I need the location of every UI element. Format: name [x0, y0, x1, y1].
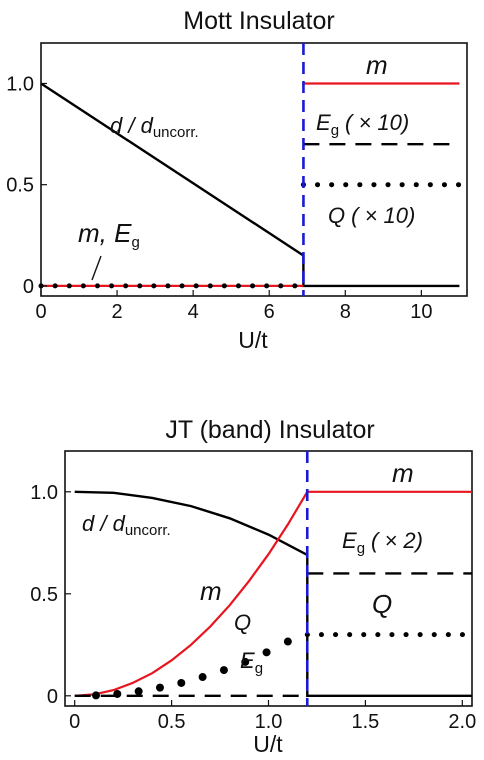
plot-frame: [40, 42, 468, 297]
x-tick-label: 2: [112, 301, 123, 323]
eg-low-label: Eg: [240, 648, 263, 677]
series-layer: [74, 451, 475, 706]
y-tick-label: 0.5: [6, 175, 34, 197]
q-curve-label: Q: [234, 610, 251, 635]
x-tick-label: 1.5: [351, 711, 379, 733]
y-tick-label: 0.5: [30, 584, 58, 606]
chart-title: JT (band) Insulator: [165, 416, 374, 444]
q-marker: [262, 648, 271, 657]
y-tick-label: 1.0: [30, 482, 58, 504]
x-tick-label: 10: [410, 301, 432, 323]
d-ratio-label: d / duncorr.: [110, 113, 199, 141]
q-marker: [155, 683, 164, 692]
x-axis-label: U/t: [253, 731, 283, 757]
q-marker: [92, 691, 101, 700]
x-tick-label: 6: [264, 301, 275, 323]
d-ratio-label: d / duncorr.: [82, 511, 171, 539]
q-marker: [241, 657, 250, 666]
q-marker: [177, 678, 186, 687]
m-label: m: [366, 50, 388, 80]
x-tick-label: 0: [35, 301, 46, 323]
series-layer: [38, 43, 462, 296]
y-tick-label: 0: [23, 276, 34, 298]
q-marker: [219, 666, 228, 675]
q-marker: [134, 687, 143, 696]
x-tick-label: 8: [340, 301, 351, 323]
x-tick-label: 0.5: [158, 711, 186, 733]
q-label: Q( × 10): [328, 203, 415, 228]
x-tick-label: 2.0: [448, 711, 476, 733]
q-marker: [198, 673, 207, 682]
q-label: Q: [372, 589, 392, 619]
m-eg-pointer: [91, 255, 102, 281]
q-marker: [283, 637, 292, 646]
chart-title: Mott Insulator: [183, 7, 334, 35]
axis-ticks: 0 0.5 1.0 1.5 2.0 0 0.5 1.0: [30, 482, 476, 733]
x-tick-label: 1.0: [255, 711, 283, 733]
eg-label: Eg( × 10): [316, 110, 409, 139]
jt-panel: JT (band) Insulator 0 0.5 1.0 1.5 2.0 0 0.5 1.0…: [30, 416, 476, 757]
y-tick-label: 0: [47, 686, 58, 708]
x-tick-label: 0: [69, 711, 80, 733]
series-d: [40, 82, 460, 288]
y-tick-label: 1.0: [6, 73, 34, 95]
q-marker: [113, 689, 122, 698]
m-curve-label: m: [200, 576, 222, 606]
axis-ticks: 0 2 4 6 8 10 0 0.5 1.0: [6, 73, 432, 323]
x-tick-label: 4: [188, 301, 199, 323]
plot-frame: [64, 450, 473, 707]
eg-label: Eg( × 2): [342, 528, 423, 557]
x-axis-label: U/t: [238, 327, 268, 353]
m-eg-label: m, Eg: [78, 218, 140, 251]
mott-panel: Mott Insulator 0 2 4 6 8 10 0 0.5 1.0 U/t d / du…: [6, 7, 468, 353]
m-label: m: [392, 458, 414, 488]
series-m-curve: [74, 491, 309, 697]
